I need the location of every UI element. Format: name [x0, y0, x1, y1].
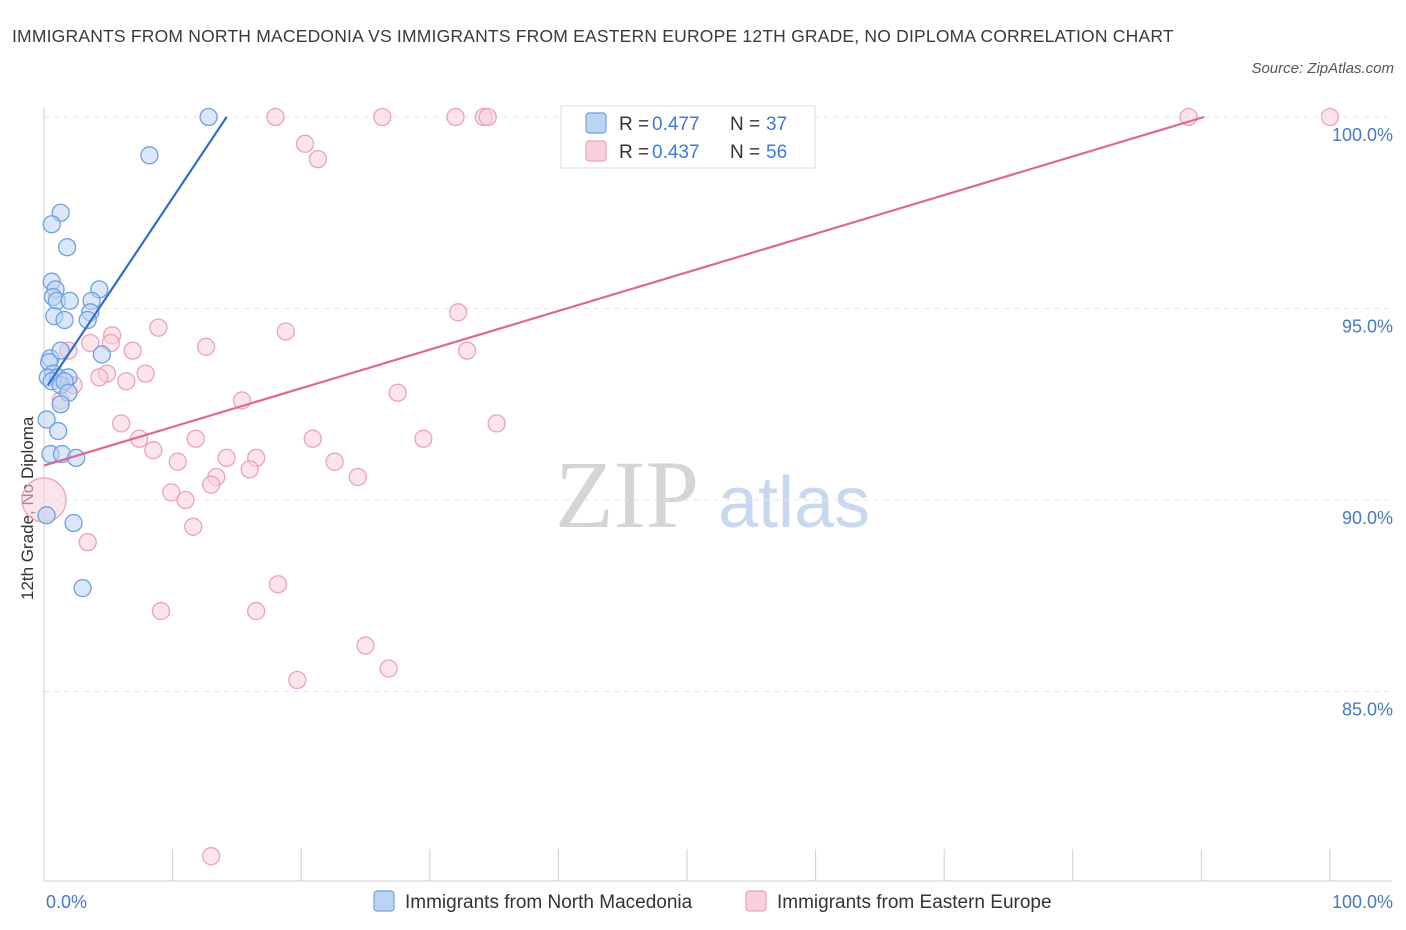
point-eastern-europe-28	[487, 414, 506, 433]
point-eastern-europe-34	[217, 448, 236, 468]
point-north-macedonia-34	[37, 506, 56, 525]
point-eastern-europe-8	[308, 149, 328, 169]
point-eastern-europe-0	[266, 107, 285, 127]
point-eastern-europe-33	[144, 441, 163, 460]
y-tick-label-3: 85.0%	[1342, 700, 1393, 720]
point-eastern-europe-44	[176, 490, 195, 510]
point-eastern-europe-17	[123, 341, 142, 360]
point-eastern-europe-22	[117, 372, 136, 391]
legend-r-value-1: 0.477	[652, 114, 700, 135]
legend-r-label-2: R =	[619, 142, 649, 163]
y-tick-label-2: 90.0%	[1342, 508, 1393, 528]
point-eastern-europe-32	[414, 429, 433, 448]
point-eastern-europe-20	[136, 364, 155, 383]
point-eastern-europe-52	[288, 670, 307, 690]
point-eastern-europe-50	[356, 636, 375, 655]
watermark-zip: ZIP	[555, 441, 699, 548]
point-eastern-europe-38	[240, 460, 259, 479]
point-north-macedonia-30	[48, 421, 68, 441]
series-legend-swatch-north-macedonia	[373, 890, 395, 912]
point-eastern-europe-37	[325, 452, 344, 471]
point-north-macedonia-0	[199, 107, 218, 127]
point-north-macedonia-4	[57, 238, 77, 257]
point-eastern-europe-47	[268, 575, 288, 594]
point-eastern-europe-31	[303, 429, 322, 448]
point-eastern-europe-30	[186, 429, 205, 448]
point-north-macedonia-18	[92, 345, 112, 364]
point-eastern-europe-4	[478, 107, 497, 127]
y-tick-label-1: 95.0%	[1342, 317, 1393, 337]
point-eastern-europe-2	[446, 107, 465, 127]
watermark-atlas: atlas	[718, 463, 870, 543]
point-eastern-europe-53	[202, 847, 221, 866]
series-legend: Immigrants from North Macedonia Immigran…	[373, 890, 1052, 913]
point-eastern-europe-41	[202, 475, 221, 494]
point-eastern-europe-21	[90, 368, 109, 387]
trend-line-north-macedonia	[46, 116, 228, 386]
legend-n-label-2: N =	[730, 142, 760, 163]
point-north-macedonia-10	[60, 291, 79, 310]
legend-n-value-2: 56	[766, 142, 787, 163]
point-eastern-europe-51	[379, 659, 398, 678]
point-eastern-europe-36	[168, 452, 187, 471]
x-tick-label-1: 100.0%	[1332, 892, 1393, 912]
point-north-macedonia-15	[78, 310, 97, 330]
point-eastern-europe-27	[112, 414, 131, 433]
point-north-macedonia-1	[140, 146, 159, 165]
series-legend-swatch-eastern-europe	[745, 890, 767, 912]
series-legend-label-north-macedonia: Immigrants from North Macedonia	[405, 892, 693, 913]
point-north-macedonia-14	[55, 310, 74, 330]
series-north-macedonia-points	[21, 107, 1340, 866]
legend-r-value-2: 0.437	[652, 142, 700, 163]
point-north-macedonia-17	[51, 341, 70, 360]
x-tick-label-0: 0.0%	[46, 892, 87, 912]
chart-title: IMMIGRANTS FROM NORTH MACEDONIA VS IMMIG…	[12, 26, 1174, 46]
legend-n-value-1: 37	[766, 114, 787, 135]
point-eastern-europe-45	[184, 517, 203, 536]
point-eastern-europe-40	[348, 467, 367, 487]
legend-r-label-1: R =	[619, 114, 649, 135]
point-eastern-europe-7	[295, 134, 315, 153]
point-north-macedonia-29	[37, 410, 56, 429]
legend-swatch-eastern-europe	[585, 140, 607, 162]
point-eastern-europe-18	[457, 341, 477, 360]
point-eastern-europe-1	[373, 107, 392, 127]
chart-source: Source: ZipAtlas.com	[1251, 60, 1394, 77]
point-eastern-europe-48	[151, 601, 171, 621]
legend-swatch-north-macedonia	[585, 112, 607, 134]
point-north-macedonia-3	[42, 215, 61, 234]
point-north-macedonia-28	[51, 395, 70, 414]
point-north-macedonia-35	[64, 513, 83, 533]
series-legend-label-eastern-europe: Immigrants from Eastern Europe	[777, 892, 1052, 913]
point-eastern-europe-24	[388, 383, 407, 402]
point-eastern-europe-15	[196, 337, 216, 356]
point-north-macedonia-36	[73, 578, 92, 598]
point-eastern-europe-49	[247, 601, 266, 621]
correlation-legend: R = 0.477 N = 37 R = 0.437 N = 56	[560, 105, 816, 169]
y-tick-label-0: 100.0%	[1332, 125, 1393, 145]
point-eastern-europe-46	[78, 532, 97, 552]
point-eastern-europe-9	[448, 303, 468, 322]
trend-lines	[43, 115, 1205, 467]
x-axis-ticks	[43, 849, 1331, 881]
trend-line-eastern-europe	[43, 115, 1205, 467]
x-axis-tick-labels: 0.0% 100.0%	[46, 892, 1393, 912]
point-eastern-europe-6	[1320, 107, 1340, 127]
point-eastern-europe-10	[149, 318, 168, 337]
legend-n-label-1: N =	[730, 114, 760, 135]
point-eastern-europe-13	[81, 333, 100, 353]
point-eastern-europe-43	[162, 483, 181, 502]
y-axis-tick-labels: 100.0% 95.0% 90.0% 85.0%	[1332, 125, 1393, 720]
point-eastern-europe-11	[276, 322, 295, 341]
